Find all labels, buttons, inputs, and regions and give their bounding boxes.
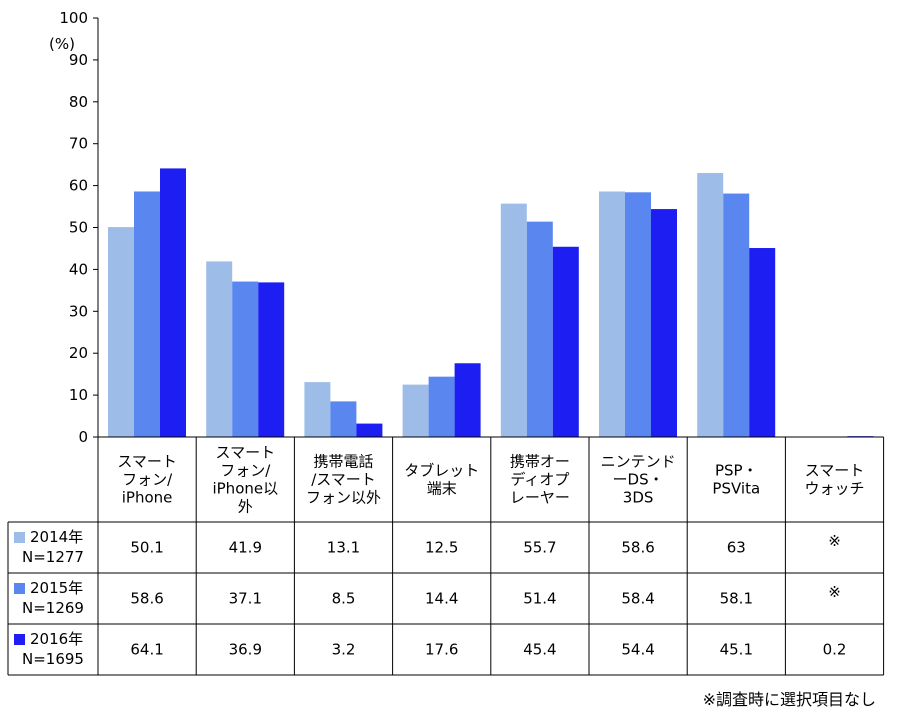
data-label: ※ [828,583,841,601]
data-label: 55.7 [523,539,556,557]
data-label: 50.1 [130,539,163,557]
category-label: PSP・ [715,462,758,480]
bar-2-2 [232,281,259,437]
bar-2-3 [330,401,357,437]
y-tick-label: 90 [69,51,88,69]
data-label: 13.1 [327,539,360,557]
data-label: 8.5 [332,590,356,608]
data-label: 36.9 [229,641,262,659]
y-tick-label: 60 [69,177,88,195]
data-label: 63 [727,539,746,557]
data-label: 58.1 [720,590,753,608]
chart-footnote: ※調査時に選択項目なし [702,690,876,709]
bar-3-2 [258,282,285,437]
bar-3-6 [651,209,677,437]
data-label: 37.1 [229,590,262,608]
bar-2-6 [625,192,651,437]
category-label: 外 [238,498,253,516]
legend-label: 2014年 [30,528,83,546]
bar-3-4 [454,363,481,437]
data-label: 45.4 [523,641,556,659]
bar-2-5 [526,221,553,437]
y-tick-label: 100 [59,9,88,27]
bar-1-2 [206,261,233,437]
y-tick-label: 0 [78,428,88,446]
legend-swatch [14,583,25,594]
category-label: /スマート [311,471,376,489]
legend-swatch [14,634,25,645]
bar-2-4 [428,376,455,437]
category-label: ディオプ [510,471,569,489]
category-label: フォン/ [220,462,271,480]
category-label: iPhone [122,489,173,507]
bar-1-6 [599,191,625,437]
legend-sample-size: N=1695 [22,650,84,668]
bar-3-3 [356,423,383,437]
category-label: 携帯オー [510,453,570,471]
category-label: 携帯電話 [313,453,373,471]
category-label: PSVita [712,480,760,498]
bar-3-1 [160,168,186,437]
category-label: フォン以外 [306,489,381,507]
data-label: 3.2 [332,641,356,659]
legend-sample-size: N=1277 [22,548,84,566]
y-tick-label: 70 [69,135,88,153]
category-label: スマート [805,462,865,480]
data-label: 64.1 [130,641,163,659]
bar-1-5 [500,203,527,437]
category-label: タブレット [404,462,479,480]
bar-1-4 [402,384,429,437]
bar-2-7 [723,193,750,437]
y-tick-label: 20 [69,344,88,362]
bar-3-7 [749,248,776,437]
legend-label: 2016年 [30,630,83,648]
category-label: ウォッチ [804,480,864,498]
data-label: 58.6 [130,590,163,608]
data-label: 51.4 [523,590,556,608]
y-tick-label: 40 [69,260,88,278]
data-label: 0.2 [823,641,847,659]
bar-2-1 [134,191,160,437]
data-label: ※ [828,532,841,550]
bar-1-7 [697,173,724,437]
y-tick-label: 10 [69,386,88,404]
data-label: 14.4 [425,590,458,608]
category-label: 3DS [623,489,654,507]
category-label: レーヤー [510,489,570,507]
category-label: スマート [216,444,276,462]
category-label: iPhone以 [212,480,278,498]
data-label: 45.1 [720,641,753,659]
data-label: 58.6 [621,539,654,557]
legend-sample-size: N=1269 [22,599,84,617]
y-unit-label: (%) [49,35,75,53]
data-label: 58.4 [621,590,654,608]
category-label: ーDS・ [613,471,664,489]
legend-swatch [14,532,25,543]
bar-1-3 [304,382,331,437]
data-label: 41.9 [229,539,262,557]
category-label: 端末 [427,480,457,498]
data-label: 54.4 [621,641,654,659]
category-label: フォン/ [122,471,173,489]
data-label: 12.5 [425,539,458,557]
legend-label: 2015年 [30,579,83,597]
category-label: ニンテンド [601,453,676,471]
y-tick-label: 50 [69,219,88,237]
y-tick-label: 30 [69,302,88,320]
bar-1-1 [108,227,134,437]
category-label: スマート [117,453,177,471]
y-tick-label: 80 [69,93,88,111]
bar-3-5 [552,246,579,437]
data-label: 17.6 [425,641,458,659]
